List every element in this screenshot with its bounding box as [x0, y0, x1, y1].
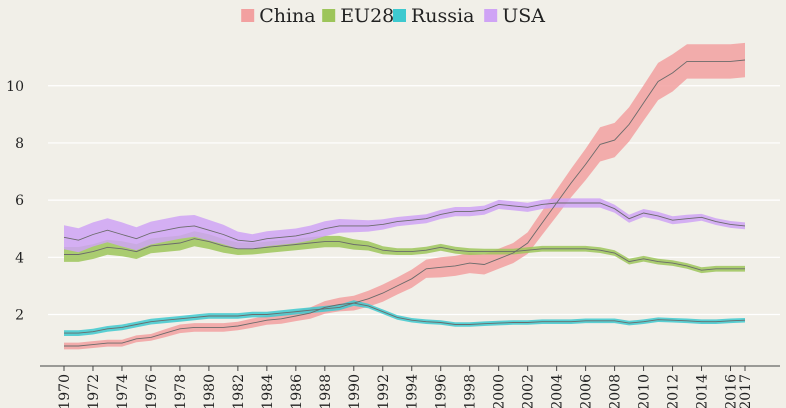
x-tick-labels: 1970 1972 1974 1976 1978 1980 1982 1984 1986 1988… — [57, 374, 754, 408]
line-eu28 — [64, 238, 745, 271]
x-tick-label: 1990 — [347, 374, 363, 408]
x-tick-label: 1984 — [260, 374, 276, 408]
line-russia — [64, 302, 746, 334]
x-tick-label: 2014 — [695, 374, 711, 408]
x-tick-label: 1996 — [434, 374, 450, 408]
x-tick-label: 2012 — [666, 374, 682, 408]
legend-label-russia: Russia — [411, 5, 474, 27]
legend: China EU28 Russia USA — [241, 5, 545, 27]
y-tick-label: 2 — [15, 308, 24, 324]
x-tick-label: 2008 — [608, 374, 624, 408]
legend-label-usa: USA — [502, 5, 545, 27]
x-tick-label: 1980 — [202, 374, 218, 408]
grid-lines — [48, 85, 780, 316]
series-lines — [63, 59, 746, 347]
x-tick-label: 2002 — [521, 374, 537, 408]
legend-swatch-china — [241, 9, 255, 22]
x-tick-label: 2016 — [724, 374, 740, 408]
axes — [40, 365, 780, 371]
y-tick-label: 10 — [6, 79, 24, 95]
legend-swatch-usa — [484, 9, 498, 22]
x-tick-label: 1982 — [231, 374, 247, 408]
y-tick-label: 8 — [15, 136, 24, 152]
x-tick-label: 1974 — [115, 374, 131, 408]
x-tick-label: 2004 — [550, 374, 566, 408]
line-usa — [63, 202, 746, 243]
x-tick-label: 1992 — [376, 374, 392, 408]
x-tick-label: 1998 — [463, 374, 479, 408]
y-tick-label: 4 — [15, 250, 24, 266]
x-tick-label: 2006 — [579, 374, 595, 408]
band-russia — [64, 300, 745, 336]
band-china — [64, 42, 745, 350]
legend-label-china: China — [259, 5, 315, 27]
x-tick-label: 1972 — [86, 374, 102, 408]
confidence-bands — [64, 42, 745, 350]
x-tick-label: 2017 — [738, 374, 754, 408]
y-tick-labels: 2 4 6 8 10 — [6, 79, 24, 324]
x-tick-label: 2010 — [637, 374, 653, 408]
x-tick-label: 1988 — [318, 374, 334, 408]
legend-swatch-eu28 — [322, 9, 336, 22]
y-tick-label: 6 — [15, 193, 24, 209]
x-tick-label: 1976 — [144, 374, 160, 408]
x-tick-label: 1978 — [173, 374, 189, 408]
x-tick-label: 1994 — [405, 374, 421, 408]
legend-swatch-russia — [393, 9, 406, 22]
x-tick-label: 2000 — [492, 374, 508, 408]
x-tick-label: 1986 — [289, 374, 305, 408]
legend-label-eu28: EU28 — [340, 5, 394, 27]
x-tick-label: 1970 — [57, 374, 73, 408]
line-china — [64, 59, 746, 347]
